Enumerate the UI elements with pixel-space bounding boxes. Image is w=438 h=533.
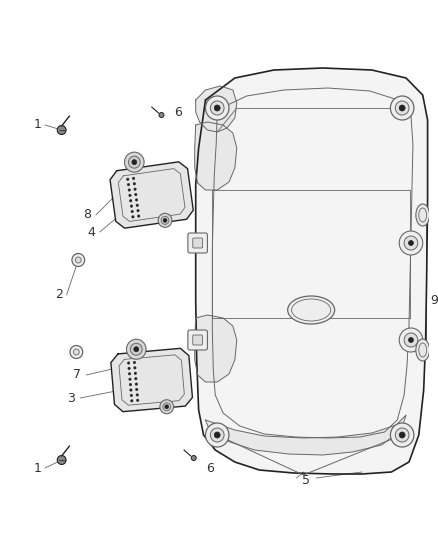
Circle shape bbox=[57, 125, 66, 134]
Circle shape bbox=[72, 254, 85, 266]
Circle shape bbox=[131, 211, 133, 213]
FancyBboxPatch shape bbox=[188, 330, 208, 350]
Circle shape bbox=[131, 400, 133, 402]
Ellipse shape bbox=[288, 296, 335, 324]
Circle shape bbox=[124, 152, 144, 172]
Circle shape bbox=[390, 423, 414, 447]
Circle shape bbox=[128, 373, 131, 375]
Circle shape bbox=[396, 101, 409, 115]
Circle shape bbox=[127, 362, 130, 364]
Text: 7: 7 bbox=[73, 368, 81, 382]
Circle shape bbox=[138, 215, 140, 217]
Circle shape bbox=[133, 183, 135, 185]
Circle shape bbox=[134, 377, 137, 380]
Circle shape bbox=[163, 403, 171, 411]
Polygon shape bbox=[205, 415, 406, 455]
Circle shape bbox=[404, 333, 418, 347]
Circle shape bbox=[136, 389, 138, 391]
Text: 8: 8 bbox=[83, 208, 91, 222]
Circle shape bbox=[135, 199, 138, 201]
Circle shape bbox=[134, 367, 136, 369]
Text: 6: 6 bbox=[206, 462, 214, 474]
Circle shape bbox=[191, 456, 196, 461]
Circle shape bbox=[161, 216, 169, 224]
Circle shape bbox=[137, 209, 139, 212]
Circle shape bbox=[129, 194, 131, 197]
Text: 2: 2 bbox=[55, 288, 63, 302]
FancyBboxPatch shape bbox=[188, 233, 208, 253]
Circle shape bbox=[158, 213, 172, 228]
Circle shape bbox=[214, 105, 220, 111]
Circle shape bbox=[399, 328, 423, 352]
Circle shape bbox=[399, 105, 405, 111]
Circle shape bbox=[165, 405, 169, 409]
Circle shape bbox=[134, 372, 137, 375]
Polygon shape bbox=[110, 162, 193, 228]
Text: 1: 1 bbox=[33, 118, 41, 132]
Circle shape bbox=[409, 337, 413, 343]
Polygon shape bbox=[195, 315, 237, 382]
FancyBboxPatch shape bbox=[193, 238, 202, 248]
Polygon shape bbox=[196, 86, 237, 132]
Text: 4: 4 bbox=[87, 225, 95, 238]
Circle shape bbox=[130, 205, 133, 207]
Circle shape bbox=[74, 349, 79, 355]
Circle shape bbox=[399, 432, 405, 438]
Polygon shape bbox=[195, 122, 237, 190]
Polygon shape bbox=[111, 349, 192, 411]
Circle shape bbox=[134, 347, 139, 352]
Circle shape bbox=[132, 216, 134, 218]
Ellipse shape bbox=[431, 345, 436, 355]
Circle shape bbox=[129, 383, 132, 386]
Circle shape bbox=[128, 367, 130, 369]
Text: 3: 3 bbox=[67, 392, 75, 405]
Circle shape bbox=[137, 399, 139, 401]
Circle shape bbox=[390, 96, 414, 120]
Circle shape bbox=[127, 178, 129, 181]
Text: 1: 1 bbox=[33, 462, 41, 474]
Text: 5: 5 bbox=[302, 473, 310, 487]
Circle shape bbox=[163, 219, 167, 222]
Circle shape bbox=[210, 101, 224, 115]
Circle shape bbox=[399, 231, 423, 255]
Text: 9: 9 bbox=[431, 294, 438, 306]
Circle shape bbox=[129, 378, 131, 381]
Circle shape bbox=[127, 340, 146, 359]
Polygon shape bbox=[196, 68, 427, 474]
Circle shape bbox=[404, 236, 418, 250]
Circle shape bbox=[214, 432, 220, 438]
Circle shape bbox=[134, 188, 136, 190]
Circle shape bbox=[205, 423, 229, 447]
Circle shape bbox=[132, 177, 135, 180]
Circle shape bbox=[159, 112, 164, 117]
Circle shape bbox=[409, 240, 413, 246]
Ellipse shape bbox=[416, 339, 430, 361]
Circle shape bbox=[130, 199, 132, 202]
Ellipse shape bbox=[431, 210, 436, 220]
Ellipse shape bbox=[416, 204, 430, 226]
Circle shape bbox=[132, 160, 137, 165]
Circle shape bbox=[127, 183, 130, 186]
Circle shape bbox=[160, 400, 173, 414]
Circle shape bbox=[134, 193, 137, 196]
Circle shape bbox=[205, 96, 229, 120]
Circle shape bbox=[135, 383, 138, 385]
Circle shape bbox=[136, 394, 138, 396]
Circle shape bbox=[75, 257, 81, 263]
Circle shape bbox=[133, 361, 136, 364]
Circle shape bbox=[70, 345, 83, 359]
Circle shape bbox=[130, 394, 133, 397]
Circle shape bbox=[128, 156, 140, 168]
Circle shape bbox=[131, 343, 142, 356]
Circle shape bbox=[136, 204, 138, 206]
FancyBboxPatch shape bbox=[193, 335, 202, 345]
Circle shape bbox=[128, 189, 131, 191]
Circle shape bbox=[57, 456, 66, 464]
Circle shape bbox=[130, 389, 132, 391]
Circle shape bbox=[396, 428, 409, 442]
Circle shape bbox=[210, 428, 224, 442]
Text: 6: 6 bbox=[174, 106, 182, 118]
